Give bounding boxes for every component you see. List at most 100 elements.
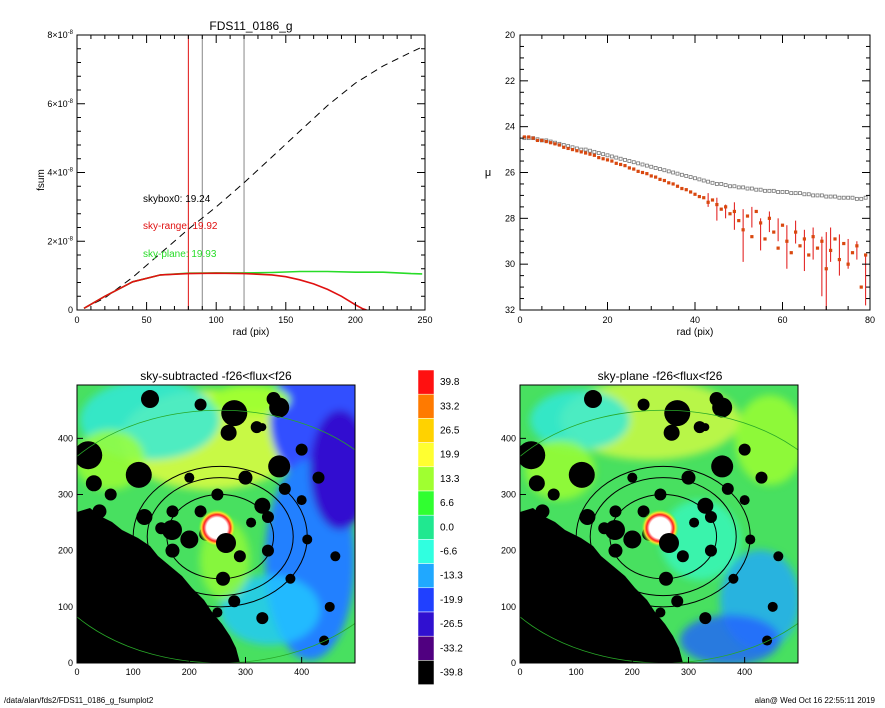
mu-point <box>785 239 789 243</box>
mu-point <box>811 235 815 239</box>
y-tick-label: 100 <box>501 602 516 612</box>
mu-point <box>837 257 841 262</box>
mu-point <box>684 188 688 192</box>
mu-point-gray <box>854 196 859 201</box>
mu-point-gray <box>588 148 592 153</box>
masked-star <box>330 551 341 562</box>
mu-point-gray <box>741 185 746 190</box>
sky-plane-title: sky-plane -f26<flux<f26 <box>598 369 723 383</box>
colorbar-swatch <box>417 587 435 613</box>
fsum-series-2 <box>83 272 367 310</box>
mu-point <box>522 135 526 139</box>
mu-point-gray <box>806 192 811 197</box>
masked-star <box>579 508 596 525</box>
mu-point-gray <box>592 149 597 154</box>
mu-point <box>662 178 666 183</box>
mu-point-gray <box>666 169 671 174</box>
mu-point-gray <box>623 157 627 162</box>
fsum-plot: FDS11_0186_g 0 50 100 150 200 250 0 2×10-8 4×10-… <box>36 19 433 338</box>
sky-subtracted-image: sky-subtracted -f26<flux<f26 0 100 200 3 <box>58 369 356 677</box>
masked-star <box>671 595 684 608</box>
masked-star <box>324 601 335 612</box>
mu-point-gray <box>728 184 732 189</box>
mu-point-gray <box>671 170 676 175</box>
mu-point-gray <box>609 154 614 159</box>
masked-star <box>296 495 307 506</box>
y-tick-label: 20 <box>505 30 515 40</box>
colorbar-label: -39.8 <box>440 668 463 679</box>
mu-point-gray <box>793 191 798 196</box>
mu-point <box>802 237 806 241</box>
x-tick-label: 400 <box>737 667 752 677</box>
masked-star <box>166 505 179 518</box>
mu-point <box>680 186 684 191</box>
colorbar-label: -6.6 <box>440 547 458 558</box>
mu-point-gray <box>841 195 846 200</box>
masked-star <box>755 471 768 484</box>
mu-point-gray <box>824 194 829 199</box>
colorbar-swatch <box>417 490 435 516</box>
x-tick-label: 60 <box>777 315 787 325</box>
mu-point-gray <box>776 190 781 194</box>
x-tick-label: 250 <box>417 315 432 325</box>
x-tick-label: 100 <box>126 667 141 677</box>
mu-point <box>815 246 820 250</box>
mu-point <box>719 207 723 211</box>
masked-star <box>711 455 734 478</box>
masked-star <box>165 543 180 558</box>
sky-plane-map <box>520 385 798 663</box>
aperture-ellipse <box>132 465 308 608</box>
mu-point <box>557 143 561 147</box>
mu-point <box>562 145 566 149</box>
masked-star <box>584 390 603 409</box>
mu-point <box>566 146 570 151</box>
colorbar-swatch <box>417 660 435 685</box>
mu-point-gray <box>815 193 820 198</box>
mu-point <box>702 196 706 200</box>
mu-point <box>820 239 824 243</box>
mu-point-gray <box>780 190 785 194</box>
x-tick-label: 200 <box>182 667 197 677</box>
mu-point-gray <box>846 195 851 200</box>
mu-point-gray <box>596 151 601 155</box>
colorbar-label: -13.3 <box>440 571 463 582</box>
masked-star <box>194 398 207 411</box>
mu-point <box>636 169 640 173</box>
mu-point-gray <box>688 175 693 179</box>
masked-star <box>228 595 241 608</box>
masked-star <box>762 635 773 646</box>
fsum-series-0 <box>83 46 423 309</box>
colorbar-swatch <box>417 514 435 540</box>
mu-point <box>741 228 745 232</box>
mu-point <box>759 221 763 225</box>
mu-point <box>575 149 579 153</box>
mu-point <box>584 151 588 155</box>
sky-subtracted-map <box>77 385 355 663</box>
mu-point <box>540 138 544 143</box>
mu-point <box>846 262 850 266</box>
mu-point-gray <box>653 166 658 170</box>
x-tick-label: 100 <box>209 315 224 325</box>
mu-point-gray <box>819 193 824 198</box>
mu-point <box>632 167 636 171</box>
masked-star <box>663 424 680 441</box>
colorbar-label: 39.8 <box>440 377 460 388</box>
mu-point <box>850 251 855 255</box>
sky-plane-image: sky-plane -f26<flux<f26 0 100 200 300 400 0 10… <box>501 369 799 677</box>
colorbar-swatch <box>417 442 435 468</box>
x-tick-label: 100 <box>569 667 584 677</box>
masked-star <box>739 495 750 506</box>
colorbar-label: 19.9 <box>440 450 460 461</box>
mu-point <box>527 135 531 139</box>
x-tick-label: 0 <box>74 667 79 677</box>
masked-region <box>520 508 683 663</box>
mu-point-gray <box>784 190 789 194</box>
annotation-sky-plane: sky-plane: 19.93 <box>143 249 217 260</box>
mu-point-gray <box>618 156 623 161</box>
mu-point-gray <box>644 163 649 168</box>
mu-plot-area <box>522 135 868 310</box>
mu-point <box>772 230 776 234</box>
colorbar-label: -33.2 <box>440 643 463 654</box>
masked-star <box>246 517 257 528</box>
